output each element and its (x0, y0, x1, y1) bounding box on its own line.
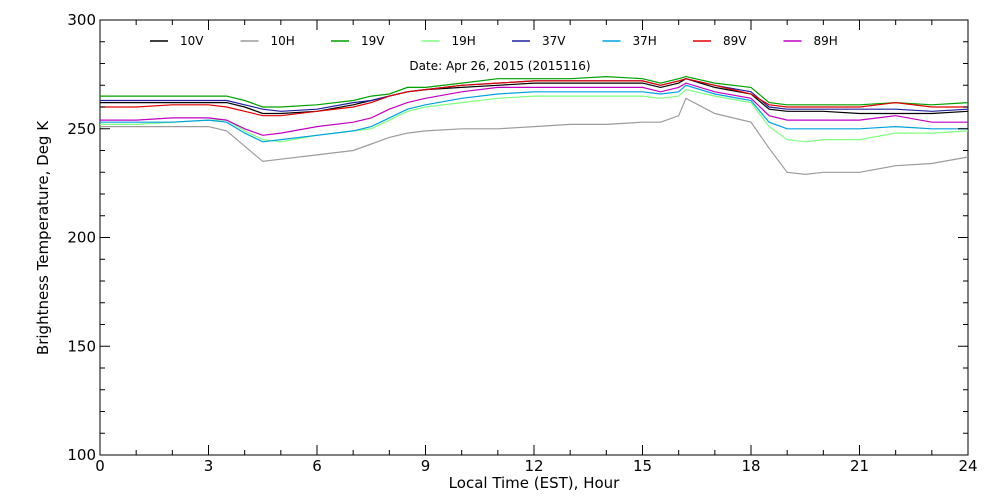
x-tick-label: 3 (204, 457, 214, 475)
legend-label-19v: 19V (361, 34, 385, 48)
legend-label-10v: 10V (180, 34, 204, 48)
y-tick-label: 100 (67, 446, 96, 464)
legend-label-37v: 37V (542, 34, 566, 48)
legend-label-19h: 19H (452, 34, 476, 48)
series-line-89h (100, 82, 968, 136)
y-tick-label: 300 (67, 11, 96, 29)
x-tick-label: 9 (421, 457, 431, 475)
legend-label-89v: 89V (723, 34, 747, 48)
series-line-19v (100, 75, 969, 108)
series-line-19h (100, 88, 969, 143)
y-tick-label: 150 (67, 337, 96, 355)
axis-layer: 0 3 6 9 12 15 18 21 24 100 150 200 250 300 (67, 11, 977, 475)
x-tick-label: 0 (95, 457, 105, 475)
y-axis-title: Brightness Temperature, Deg K (34, 120, 52, 355)
y-tick-label: 250 (67, 120, 96, 138)
series-line-10h (100, 97, 969, 176)
legend-label-10h: 10H (271, 34, 295, 48)
x-axis-title: Local Time (EST), Hour (449, 474, 620, 492)
series-layer (100, 75, 969, 176)
x-tick-label: 21 (850, 457, 869, 475)
x-tick-label: 6 (312, 457, 322, 475)
legend-label-37h: 37H (633, 34, 657, 48)
legend: 10V 10H 19V 19H 37V 37H 89V 89H (150, 34, 838, 48)
legend-label-89h: 89H (814, 34, 838, 48)
x-tick-label: 18 (741, 457, 760, 475)
y-tick-label: 200 (67, 229, 96, 247)
date-annotation: Date: Apr 26, 2015 (2015116) (409, 59, 590, 73)
x-tick-label: 15 (633, 457, 652, 475)
series-line-10v (100, 78, 969, 115)
x-tick-label: 24 (958, 457, 977, 475)
series-line-89v (100, 78, 968, 117)
plot-frame (99, 19, 969, 456)
series-line-37h (100, 84, 968, 143)
x-tick-label: 12 (524, 457, 543, 475)
